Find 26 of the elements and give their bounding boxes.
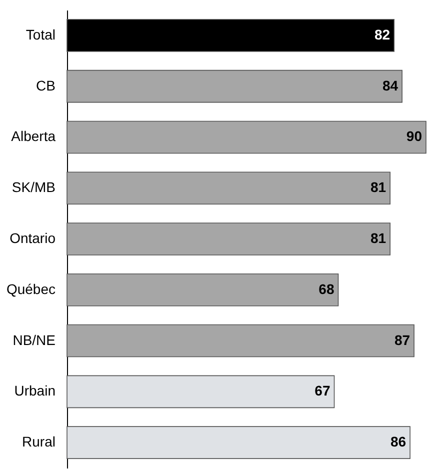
y-tick-label: Total xyxy=(26,26,56,42)
bar xyxy=(66,324,414,358)
bar xyxy=(66,222,390,256)
bar xyxy=(66,172,390,205)
bar xyxy=(66,273,339,306)
data-label: 90 xyxy=(406,128,422,144)
y-tick-label: CB xyxy=(36,77,56,94)
y-tick-label: Ontario xyxy=(10,230,56,246)
data-label: 67 xyxy=(314,382,330,399)
data-label: 81 xyxy=(370,230,386,246)
y-tick-label: Rural xyxy=(22,434,56,450)
y-tick-label: SK/MB xyxy=(12,179,56,196)
bar xyxy=(66,120,426,154)
bar xyxy=(66,426,410,459)
y-tick-label: Québec xyxy=(6,280,56,297)
data-label: 68 xyxy=(318,280,334,297)
data-label: 81 xyxy=(370,179,386,196)
bar xyxy=(66,375,335,408)
data-label: 84 xyxy=(382,77,398,94)
data-label: 82 xyxy=(374,26,390,42)
data-label: 86 xyxy=(390,434,406,450)
y-tick-label: NB/NE xyxy=(12,332,56,348)
bar xyxy=(66,70,402,103)
y-tick-label: Alberta xyxy=(11,128,56,144)
data-label: 87 xyxy=(394,332,410,348)
y-tick-label: Urbain xyxy=(14,382,56,399)
